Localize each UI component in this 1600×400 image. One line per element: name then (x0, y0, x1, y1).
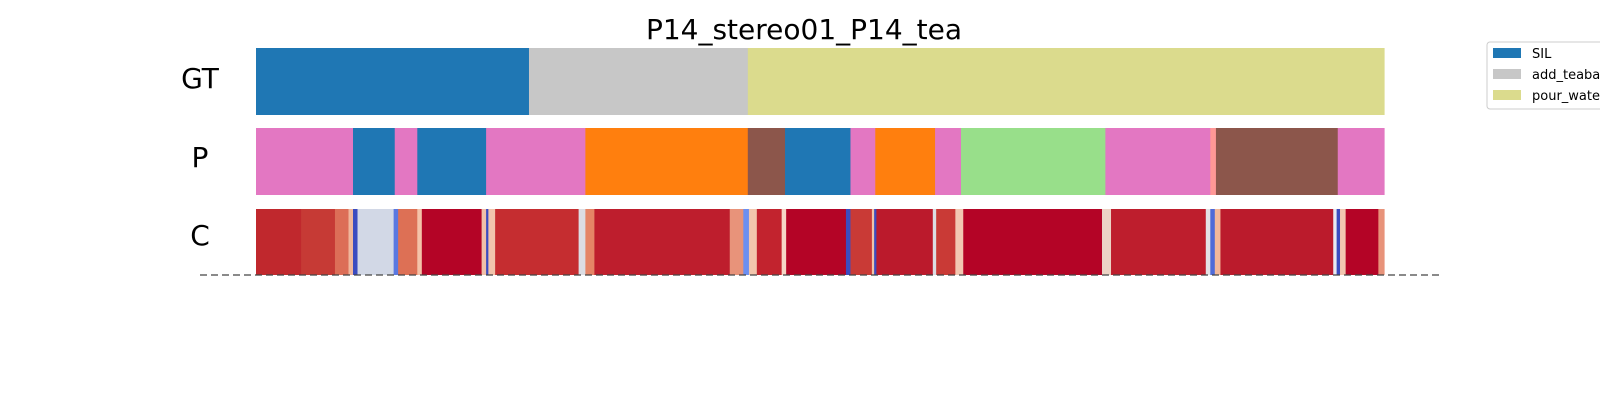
conf-segment-18 (743, 209, 750, 275)
conf-segment-17 (729, 209, 744, 275)
gt-segment-1 (528, 48, 749, 115)
conf-segment-27 (876, 209, 934, 275)
conf-segment-42 (1378, 209, 1385, 275)
row-label-gt: GT (181, 62, 220, 95)
conf-segment-26 (874, 209, 877, 275)
pred-segment-0 (256, 128, 354, 195)
conf-segment-3 (348, 209, 354, 275)
pred-segment-6 (747, 128, 786, 195)
conf-segment-32 (1102, 209, 1112, 275)
conf-segment-12 (488, 209, 496, 275)
pred-segment-13 (1210, 128, 1217, 195)
conf-segment-37 (1220, 209, 1334, 275)
conf-segment-40 (1340, 209, 1347, 275)
conf-segment-7 (398, 209, 418, 275)
conf-segment-31 (963, 209, 1103, 275)
conf-segment-10 (481, 209, 487, 275)
conf-segment-1 (301, 209, 336, 275)
conf-segment-22 (786, 209, 847, 275)
pred-segment-3 (417, 128, 487, 195)
pred-segment-9 (875, 128, 936, 195)
legend-label-add-teabag: add_teabag (1532, 68, 1600, 83)
conf-segment-36 (1214, 209, 1222, 275)
conf-segment-34 (1205, 209, 1211, 275)
conf-segment-0 (256, 209, 302, 275)
conf-segment-15 (585, 209, 595, 275)
conf-segment-38 (1333, 209, 1338, 275)
pred-segment-1 (353, 128, 396, 195)
conf-segment-16 (594, 209, 731, 275)
pred-segment-10 (935, 128, 962, 195)
conf-segment-5 (357, 209, 395, 275)
legend: SIL add_teabag pour_water (1486, 41, 1600, 110)
pred-segment-14 (1215, 128, 1339, 195)
conf-segment-29 (936, 209, 956, 275)
chart-title: P14_stereo01_P14_tea (646, 13, 962, 46)
conf-segment-23 (845, 209, 852, 275)
conf-segment-21 (781, 209, 787, 275)
pred-segment-11 (961, 128, 1106, 195)
legend-label-sil: SIL (1532, 47, 1552, 62)
conf-segment-24 (850, 209, 873, 275)
pred-segment-4 (486, 128, 586, 195)
legend-label-pour-water: pour_water (1532, 89, 1600, 104)
conf-segment-13 (495, 209, 580, 275)
conf-segment-6 (393, 209, 399, 275)
conf-segment-39 (1336, 209, 1341, 275)
conf-segment-4 (353, 209, 359, 275)
conf-segment-14 (578, 209, 586, 275)
gt-bar (256, 48, 1385, 115)
legend-swatch-add-teabag (1493, 69, 1521, 79)
pred-segment-8 (850, 128, 876, 195)
conf-segment-25 (871, 209, 875, 275)
pred-segment-5 (585, 128, 749, 195)
pred-segment-15 (1337, 128, 1385, 195)
pred-segment-2 (394, 128, 418, 195)
conf-segment-41 (1345, 209, 1379, 275)
conf-segment-9 (421, 209, 483, 275)
conf-segment-2 (334, 209, 350, 275)
pred-segment-7 (785, 128, 852, 195)
conf-segment-20 (756, 209, 783, 275)
row-label-p: P (192, 141, 209, 174)
legend-swatch-sil (1493, 48, 1521, 58)
gt-segment-0 (256, 48, 530, 115)
conf-segment-11 (486, 209, 489, 275)
pred-segment-12 (1105, 128, 1211, 195)
conf-segment-30 (955, 209, 964, 275)
conf-segment-35 (1210, 209, 1216, 275)
confidence-bar (256, 209, 1385, 275)
legend-swatch-pour-water (1493, 90, 1521, 100)
conf-segment-33 (1111, 209, 1207, 275)
prediction-bar (256, 128, 1385, 195)
conf-segment-28 (932, 209, 937, 275)
conf-segment-19 (748, 209, 758, 275)
gt-segment-2 (747, 48, 1385, 115)
conf-segment-8 (417, 209, 423, 275)
row-label-c: C (190, 219, 210, 252)
